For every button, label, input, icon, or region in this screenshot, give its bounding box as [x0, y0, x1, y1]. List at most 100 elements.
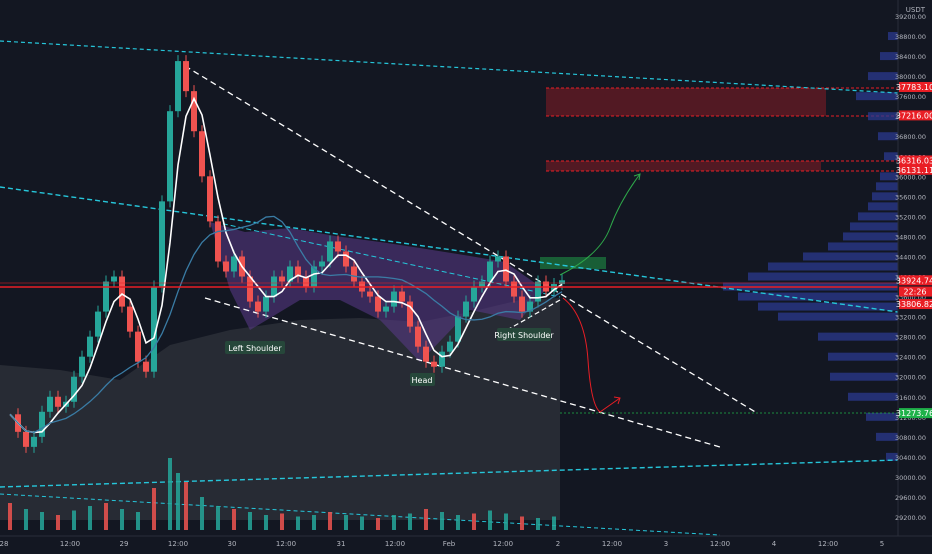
volume-profile-bar — [778, 312, 898, 321]
volume-bar — [472, 513, 476, 530]
y-tick-label: 32000.00 — [895, 374, 926, 382]
candle-body — [551, 284, 557, 292]
volume-bar — [264, 515, 268, 530]
candle-body — [383, 306, 389, 312]
volume-profile-bar — [884, 152, 898, 161]
candle-body — [399, 291, 405, 302]
svg-text:Right Shoulder: Right Shoulder — [494, 331, 554, 340]
volume-bar — [280, 513, 284, 530]
volume-profile-bar — [868, 202, 898, 211]
candle-body — [231, 256, 237, 272]
y-tick-label: 39200.00 — [895, 13, 926, 21]
price-tag-zone: 37216.00 — [896, 110, 932, 121]
volume-profile-bar — [850, 222, 898, 231]
volume-bar — [488, 510, 492, 530]
volume-bar — [248, 512, 252, 530]
candle-body — [303, 276, 309, 287]
price-tag-text: 36131.11 — [896, 166, 932, 175]
price-tag-countdown: 22:26 — [899, 286, 932, 297]
price-tag-text: 36316.03 — [896, 156, 932, 165]
candle-body — [111, 276, 117, 282]
x-tick-label: 5 — [880, 540, 884, 548]
price-tag-bg — [899, 408, 932, 419]
price-tag-bg — [899, 286, 932, 297]
candle-body — [471, 286, 477, 302]
price-tag-bg — [899, 299, 932, 310]
currency-label: USDT — [906, 6, 926, 14]
x-tick-label: 12:00 — [385, 540, 405, 548]
price-tag-zone: 36131.11 — [896, 164, 932, 175]
volume-bar — [72, 510, 76, 530]
volume-profile-bar — [738, 292, 898, 301]
volume-profile-bar — [880, 52, 898, 61]
bullish-projection — [559, 173, 641, 276]
x-tick-label: 31 — [337, 540, 346, 548]
candle-body — [295, 266, 301, 277]
right-shoulder-label: Right Shoulder — [494, 328, 554, 341]
y-tick-label: 33200.00 — [895, 314, 926, 322]
y-tick-label: 31600.00 — [895, 394, 926, 402]
y-tick-label: 34800.00 — [895, 233, 926, 241]
supply-zone-upper — [546, 88, 826, 116]
candle-body — [431, 361, 437, 367]
volume-bar — [176, 473, 180, 530]
candle-body — [351, 266, 357, 282]
candle-body — [559, 280, 565, 285]
volume-bar — [536, 518, 540, 530]
candle-body — [79, 356, 85, 377]
candle-body — [327, 241, 333, 262]
candle-body — [143, 361, 149, 372]
candle-body — [23, 431, 29, 447]
trendline-bottom — [0, 493, 721, 536]
price-tag-bg — [899, 155, 932, 166]
volume-bar — [312, 515, 316, 530]
volume-profile-bar — [886, 452, 898, 461]
candle-body — [151, 286, 157, 372]
volume-bar — [184, 482, 188, 530]
candle-body — [319, 261, 325, 267]
trendline-upper — [0, 40, 899, 94]
volume-profile-bar — [848, 392, 898, 401]
x-tick-label: 12:00 — [493, 540, 513, 548]
candle-body — [39, 411, 45, 437]
volume-bar — [392, 515, 396, 530]
y-tick-label: 29600.00 — [895, 494, 926, 502]
volume-profile-bar — [828, 242, 898, 251]
supply-zone-lower — [546, 161, 821, 171]
time-axis[interactable] — [0, 536, 932, 550]
volume-bar — [56, 515, 60, 530]
left-shoulder-label: Left Shoulder — [225, 341, 285, 354]
volume-profile-bar — [868, 72, 898, 81]
candle-body — [31, 436, 37, 447]
svg-text:Head: Head — [412, 376, 433, 385]
candle-body — [455, 316, 461, 342]
volume-bar — [376, 518, 380, 530]
volume-bar — [456, 515, 460, 530]
volume-bar — [168, 458, 172, 530]
price-tag-text: 37216.00 — [896, 111, 932, 120]
volume-bar — [136, 512, 140, 530]
volume-bar — [408, 513, 412, 530]
candle-body — [343, 251, 349, 267]
x-tick-label: 30 — [228, 540, 237, 548]
volume-bar — [328, 512, 332, 530]
volume-profile-bar — [868, 112, 898, 121]
candle-body — [47, 396, 53, 412]
y-tick-label: 38400.00 — [895, 53, 926, 61]
candle-body — [391, 291, 397, 307]
candle-body — [519, 296, 525, 312]
price-tag-zone: 36316.03 — [896, 155, 932, 166]
candle-body — [215, 221, 221, 262]
candle-body — [255, 301, 261, 312]
price-tag-text: 37783.10 — [896, 83, 932, 92]
price-tag-bg — [899, 110, 932, 121]
candle-body — [415, 326, 421, 347]
volume-profile-bar — [828, 352, 898, 361]
price-tag-text: 33806.82 — [896, 300, 932, 309]
y-tick-label: 36000.00 — [895, 173, 926, 181]
x-tick-label: 12:00 — [818, 540, 838, 548]
candle-body — [127, 306, 133, 332]
candle-body — [463, 301, 469, 317]
candle-body — [87, 336, 93, 357]
